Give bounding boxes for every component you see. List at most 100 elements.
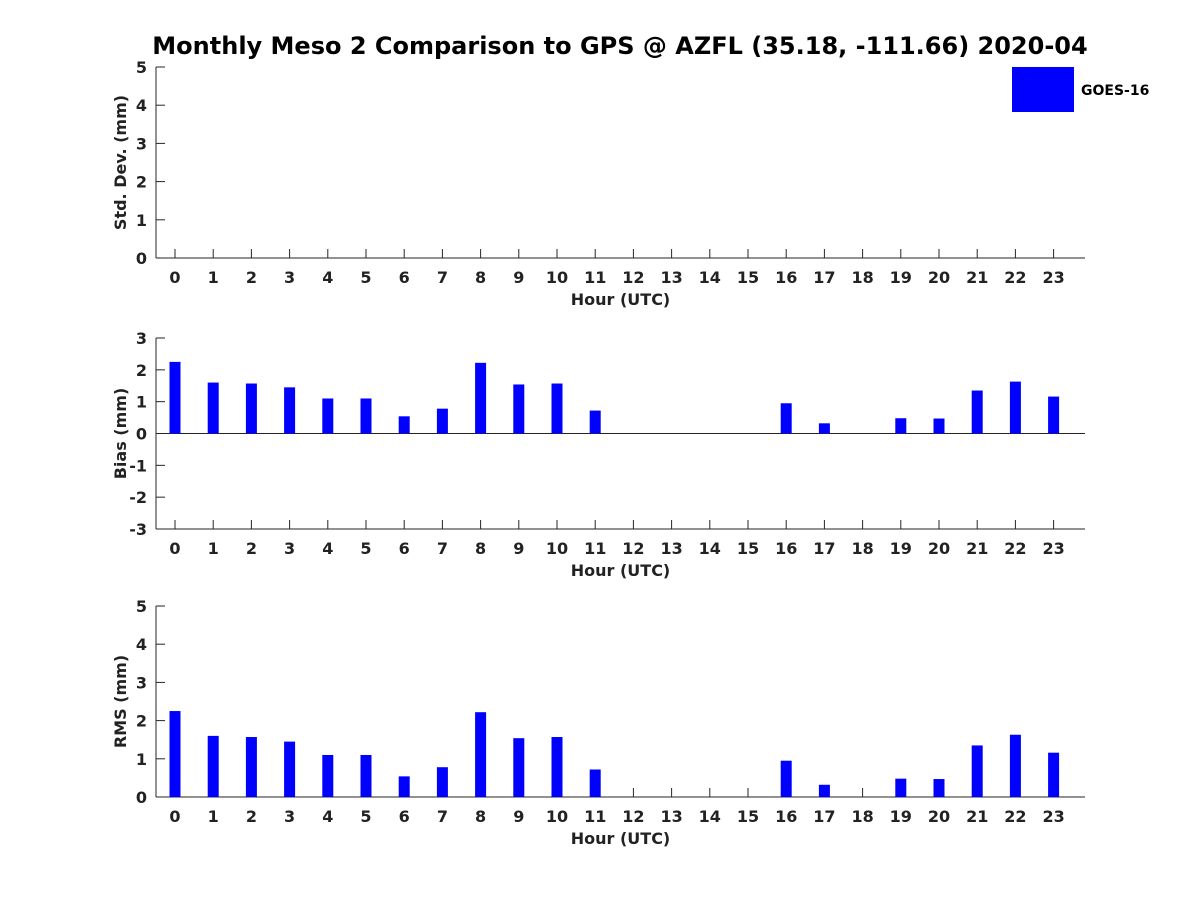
std-x-tick-label: 11 <box>584 268 606 287</box>
bias-x-tick-label: 12 <box>622 539 644 558</box>
bias-x-tick-label: 17 <box>813 539 835 558</box>
bias-x-tick-label: 10 <box>546 539 568 558</box>
rms-x-tick-label: 16 <box>775 807 797 826</box>
rms-x-tick-label: 6 <box>399 807 410 826</box>
std-x-tick-label: 1 <box>208 268 219 287</box>
rms-x-tick-label: 19 <box>890 807 912 826</box>
rms-x-tick-label: 12 <box>622 807 644 826</box>
bias-x-tick-label: 18 <box>851 539 873 558</box>
bias-bar-hour-20 <box>933 418 945 434</box>
rms-x-tick-label: 9 <box>513 807 524 826</box>
bias-x-tick-label: 11 <box>584 539 606 558</box>
std-x-tick-label: 5 <box>360 268 371 287</box>
bias-y-axis-label: Bias (mm) <box>111 388 130 480</box>
std-x-tick-label: 16 <box>775 268 797 287</box>
std-x-tick-label: 6 <box>399 268 410 287</box>
std-y-tick-label: 4 <box>136 96 147 115</box>
rms-x-tick-label: 11 <box>584 807 606 826</box>
std-y-tick-label: 5 <box>136 58 147 77</box>
std-x-tick-label: 20 <box>928 268 950 287</box>
bias-x-tick-label: 20 <box>928 539 950 558</box>
std-x-tick-label: 17 <box>813 268 835 287</box>
std-x-tick-label: 7 <box>437 268 448 287</box>
rms-bar-hour-6 <box>398 776 410 797</box>
rms-bar-hour-5 <box>360 754 372 797</box>
rms-bar-hour-0 <box>169 711 181 797</box>
legend-label-goes-16: GOES-16 <box>1081 83 1149 99</box>
bias-bar-hour-21 <box>971 390 983 434</box>
bias-x-tick-label: 13 <box>660 539 682 558</box>
rms-x-tick-label: 1 <box>208 807 219 826</box>
std-x-tick-label: 14 <box>699 268 721 287</box>
std-y-tick-label: 1 <box>136 211 147 230</box>
bias-x-tick-label: 1 <box>208 539 219 558</box>
bias-x-axis-label: Hour (UTC) <box>571 561 671 580</box>
std-x-tick-label: 13 <box>660 268 682 287</box>
rms-y-tick-label: 2 <box>136 712 147 731</box>
bias-x-tick-label: 8 <box>475 539 486 558</box>
bias-bar-hour-23 <box>1048 396 1060 434</box>
bias-x-tick-label: 5 <box>360 539 371 558</box>
rms-y-tick-label: 3 <box>136 673 147 692</box>
std-x-tick-label: 2 <box>246 268 257 287</box>
bias-bar-hour-3 <box>284 387 296 434</box>
rms-y-axis-label: RMS (mm) <box>111 655 130 748</box>
std-y-tick-label: 0 <box>136 249 147 268</box>
rms-x-tick-label: 23 <box>1042 807 1064 826</box>
bias-bar-hour-17 <box>818 423 830 434</box>
bias-y-tick-label: 2 <box>136 361 147 380</box>
rms-bar-hour-16 <box>780 760 792 797</box>
rms-x-axis-label: Hour (UTC) <box>571 829 671 848</box>
rms-y-tick-label: 0 <box>136 788 147 807</box>
rms-bar-hour-21 <box>971 745 983 797</box>
rms-x-tick-label: 5 <box>360 807 371 826</box>
bias-bar-hour-5 <box>360 398 372 434</box>
bias-x-tick-label: 2 <box>246 539 257 558</box>
rms-bar-hour-9 <box>513 738 525 797</box>
rms-bar-hour-10 <box>551 737 563 797</box>
bias-x-tick-label: 23 <box>1042 539 1064 558</box>
rms-bar-hour-4 <box>322 754 334 797</box>
bias-x-tick-label: 15 <box>737 539 759 558</box>
rms-x-tick-label: 8 <box>475 807 486 826</box>
bias-bar-hour-7 <box>436 408 448 434</box>
rms-x-tick-label: 0 <box>169 807 180 826</box>
bias-bar-hour-2 <box>245 383 257 434</box>
bias-x-tick-label: 16 <box>775 539 797 558</box>
std-y-tick-label: 3 <box>136 134 147 153</box>
bias-bar-hour-11 <box>589 410 601 434</box>
rms-x-tick-label: 4 <box>322 807 333 826</box>
rms-y-tick-label: 5 <box>136 597 147 616</box>
bias-y-tick-label: -1 <box>129 456 147 475</box>
rms-bar-hour-3 <box>284 741 296 797</box>
bias-x-tick-label: 3 <box>284 539 295 558</box>
rms-x-tick-label: 10 <box>546 807 568 826</box>
std-x-tick-label: 8 <box>475 268 486 287</box>
bias-y-tick-label: 0 <box>136 425 147 444</box>
bias-bar-hour-4 <box>322 398 334 434</box>
rms-x-tick-label: 14 <box>699 807 721 826</box>
bias-x-tick-label: 21 <box>966 539 988 558</box>
chart-title: Monthly Meso 2 Comparison to GPS @ AZFL … <box>152 32 1087 60</box>
rms-y-tick-label: 4 <box>136 635 147 654</box>
bias-x-tick-label: 4 <box>322 539 333 558</box>
std-y-tick-label: 2 <box>136 173 147 192</box>
rms-x-tick-label: 3 <box>284 807 295 826</box>
bias-bar-hour-1 <box>207 382 219 434</box>
std-x-tick-label: 15 <box>737 268 759 287</box>
std-x-tick-label: 18 <box>851 268 873 287</box>
rms-bar-hour-23 <box>1048 752 1060 797</box>
std-x-tick-label: 4 <box>322 268 333 287</box>
std-x-tick-label: 22 <box>1004 268 1026 287</box>
bias-bar-hour-8 <box>475 362 487 434</box>
rms-bar-hour-8 <box>475 712 487 797</box>
rms-bar-hour-17 <box>818 784 830 797</box>
std-x-tick-label: 23 <box>1042 268 1064 287</box>
bias-x-tick-label: 19 <box>890 539 912 558</box>
rms-bar-hour-7 <box>436 767 448 797</box>
bias-bar-hour-6 <box>398 416 410 434</box>
